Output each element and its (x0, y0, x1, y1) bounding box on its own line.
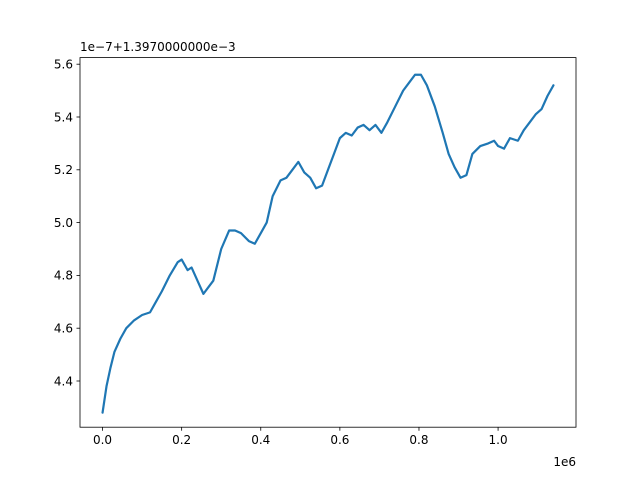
x-tick-label: 0.0 (93, 433, 112, 447)
y-axis: 4.4 4.6 4.8 5.0 5.2 5.4 5.6 (54, 58, 80, 388)
y-offset-label: 1e−7+1.3970000000e−3 (80, 40, 236, 54)
x-tick-label: 0.2 (172, 433, 191, 447)
y-tick-label: 4.4 (54, 374, 73, 388)
plot-area (80, 57, 576, 428)
series-line (101, 73, 555, 414)
x-axis: 0.0 0.2 0.4 0.6 0.8 1.0 (93, 427, 508, 447)
y-tick-label: 5.2 (54, 163, 73, 177)
x-tick-label: 1.0 (489, 433, 508, 447)
y-tick-label: 5.4 (54, 110, 73, 124)
x-tick-label: 0.8 (409, 433, 428, 447)
y-tick-label: 4.8 (54, 269, 73, 283)
x-tick-label: 0.4 (251, 433, 270, 447)
x-tick-label: 0.6 (330, 433, 349, 447)
series-layer (101, 73, 555, 414)
x-scale-label: 1e6 (553, 455, 576, 469)
plot-frame (79, 57, 577, 428)
y-tick-label: 4.6 (54, 322, 73, 336)
y-tick-label: 5.0 (54, 216, 73, 230)
y-tick-label: 5.6 (54, 58, 73, 72)
